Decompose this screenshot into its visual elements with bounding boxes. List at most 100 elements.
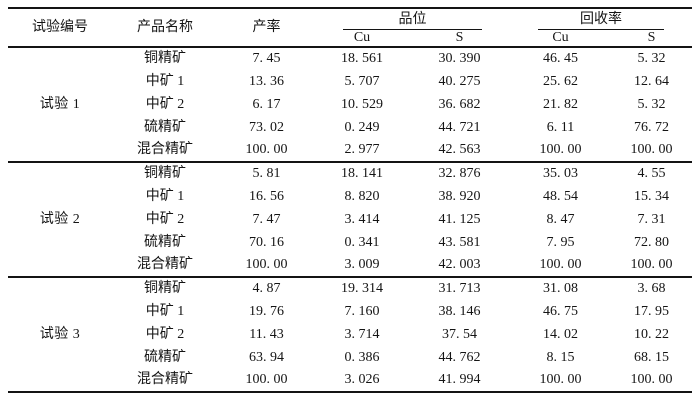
cell-grade-cu: 3. 714 xyxy=(344,326,380,342)
cell-product: 混合精矿 xyxy=(137,372,193,387)
header-recovery-group: 回收率 xyxy=(510,8,692,30)
cell-product: 硫精矿 xyxy=(144,119,186,135)
cell-grade-s: 43. 581 xyxy=(438,234,481,250)
cell-yield: 100. 00 xyxy=(245,372,288,387)
cell-product: 铜精矿 xyxy=(144,281,186,296)
cell-recovery-cu: 6. 11 xyxy=(546,119,575,135)
cell-grade-cu: 18. 561 xyxy=(341,51,383,66)
cell-recovery-cu: 100. 00 xyxy=(539,142,582,157)
flotation-results-table: 试验编号 产品名称 产率 品位 回收率 Cu S Cu S 试验 1 铜精矿 xyxy=(8,7,692,393)
cell-grade-s: 44. 721 xyxy=(438,119,481,135)
cell-product: 硫精矿 xyxy=(144,234,186,250)
cell-grade-s: 31. 713 xyxy=(438,281,481,296)
table-row: 中矿 1 16. 56 8. 820 38. 920 48. 54 15. 34 xyxy=(8,185,692,208)
cell-grade-s: 30. 390 xyxy=(438,51,481,66)
cell-recovery-s: 3. 68 xyxy=(637,281,666,296)
cell-recovery-cu: 7. 95 xyxy=(546,234,575,250)
experiment-group-1: 试验 1 铜精矿 7. 45 18. 561 30. 390 46. 45 5.… xyxy=(8,47,692,162)
cell-product: 混合精矿 xyxy=(137,257,193,272)
experiment-label: 试验 2 xyxy=(39,211,81,227)
table-row: 中矿 2 6. 17 10. 529 36. 682 21. 82 5. 32 xyxy=(8,93,692,116)
cell-recovery-s: 5. 32 xyxy=(637,96,666,112)
cell-product: 中矿 1 xyxy=(145,188,185,204)
cell-yield: 100. 00 xyxy=(245,142,288,157)
header-recovery-s: S xyxy=(647,30,656,45)
experiment-group-3: 试验 3 铜精矿 4. 87 19. 314 31. 713 31. 08 3.… xyxy=(8,277,692,392)
cell-recovery-s: 17. 95 xyxy=(634,303,669,319)
cell-grade-s: 42. 003 xyxy=(438,257,481,272)
cell-product: 中矿 2 xyxy=(145,326,185,342)
cell-yield: 11. 43 xyxy=(249,326,284,342)
cell-grade-cu: 7. 160 xyxy=(344,303,380,319)
header-row-groups: 试验编号 产品名称 产率 品位 回收率 xyxy=(8,8,692,34)
cell-recovery-cu: 14. 02 xyxy=(543,326,578,342)
cell-recovery-s: 100. 00 xyxy=(630,142,673,157)
cell-grade-s: 38. 146 xyxy=(438,303,481,319)
table-row: 混合精矿 100. 00 3. 026 41. 994 100. 00 100.… xyxy=(8,369,692,392)
cell-recovery-s: 72. 80 xyxy=(634,234,669,250)
experiment-label: 试验 1 xyxy=(39,96,81,112)
cell-yield: 73. 02 xyxy=(249,119,284,135)
cell-recovery-s: 10. 22 xyxy=(634,326,669,342)
table-row: 中矿 1 13. 36 5. 707 40. 275 25. 62 12. 64 xyxy=(8,70,692,93)
cell-product: 混合精矿 xyxy=(137,142,193,157)
table-row: 硫精矿 70. 16 0. 341 43. 581 7. 95 72. 80 xyxy=(8,231,692,254)
cell-grade-s: 44. 762 xyxy=(438,349,481,365)
table-row: 试验 2 铜精矿 5. 81 18. 141 32. 876 35. 03 4.… xyxy=(8,162,692,227)
cell-recovery-s: 5. 32 xyxy=(637,51,666,66)
cell-grade-s: 40. 275 xyxy=(438,73,481,89)
header-grade-s: S xyxy=(455,30,464,45)
cell-grade-cu: 0. 341 xyxy=(344,234,380,250)
cell-grade-cu: 3. 026 xyxy=(344,372,380,387)
cell-grade-cu: 2. 977 xyxy=(344,142,380,157)
table-row: 混合精矿 100. 00 2. 977 42. 563 100. 00 100.… xyxy=(8,139,692,162)
cell-grade-cu: 5. 707 xyxy=(344,73,380,89)
cell-recovery-s: 100. 00 xyxy=(630,257,673,272)
header-grade-group: 品位 xyxy=(315,8,510,30)
cell-grade-cu: 18. 141 xyxy=(341,166,383,181)
cell-recovery-cu: 31. 08 xyxy=(543,281,578,296)
cell-yield: 5. 81 xyxy=(252,166,281,181)
cell-recovery-cu: 8. 47 xyxy=(546,211,575,227)
header-grade-cu: Cu xyxy=(353,30,371,45)
cell-grade-s: 36. 682 xyxy=(438,96,481,112)
cell-grade-cu: 10. 529 xyxy=(341,96,383,112)
header-row-subcolumns: Cu S Cu S xyxy=(8,30,692,47)
cell-recovery-cu: 100. 00 xyxy=(539,372,582,387)
header-grade-group-label: 品位 xyxy=(343,13,482,30)
cell-recovery-s: 15. 34 xyxy=(634,188,669,204)
cell-recovery-cu: 46. 45 xyxy=(543,51,578,66)
cell-recovery-s: 12. 64 xyxy=(634,73,669,89)
cell-recovery-cu: 8. 15 xyxy=(546,349,575,365)
header-yield: 产率 xyxy=(252,19,281,35)
cell-recovery-cu: 21. 82 xyxy=(543,96,578,112)
cell-grade-s: 38. 920 xyxy=(438,188,481,204)
cell-yield: 70. 16 xyxy=(249,234,284,250)
cell-grade-s: 32. 876 xyxy=(438,166,481,181)
cell-product: 铜精矿 xyxy=(144,166,186,181)
cell-grade-cu: 3. 009 xyxy=(344,257,380,272)
header-recovery-cu: Cu xyxy=(552,30,569,45)
cell-yield: 19. 76 xyxy=(249,303,284,319)
cell-grade-s: 41. 994 xyxy=(438,372,481,387)
cell-recovery-cu: 48. 54 xyxy=(543,188,578,204)
cell-grade-cu: 0. 249 xyxy=(344,119,380,135)
cell-recovery-cu: 100. 00 xyxy=(539,257,582,272)
cell-yield: 16. 56 xyxy=(249,188,284,204)
table-header: 试验编号 产品名称 产率 品位 回收率 Cu S Cu S xyxy=(8,8,692,47)
cell-recovery-s: 76. 72 xyxy=(634,119,669,135)
table-row: 试验 3 铜精矿 4. 87 19. 314 31. 713 31. 08 3.… xyxy=(8,277,692,342)
cell-yield: 7. 45 xyxy=(252,51,281,66)
cell-grade-s: 41. 125 xyxy=(438,211,481,227)
cell-recovery-cu: 25. 62 xyxy=(543,73,578,89)
cell-recovery-s: 7. 31 xyxy=(637,211,666,227)
cell-yield: 6. 17 xyxy=(252,96,281,112)
cell-yield: 4. 87 xyxy=(252,281,281,296)
table-row: 硫精矿 73. 02 0. 249 44. 721 6. 11 76. 72 xyxy=(8,116,692,139)
cell-recovery-s: 4. 55 xyxy=(637,166,666,181)
table-row: 中矿 2 7. 47 3. 414 41. 125 8. 47 7. 31 xyxy=(8,208,692,231)
experiment-label: 试验 3 xyxy=(39,326,81,342)
cell-product: 铜精矿 xyxy=(144,51,186,66)
header-experiment: 试验编号 xyxy=(32,19,88,35)
